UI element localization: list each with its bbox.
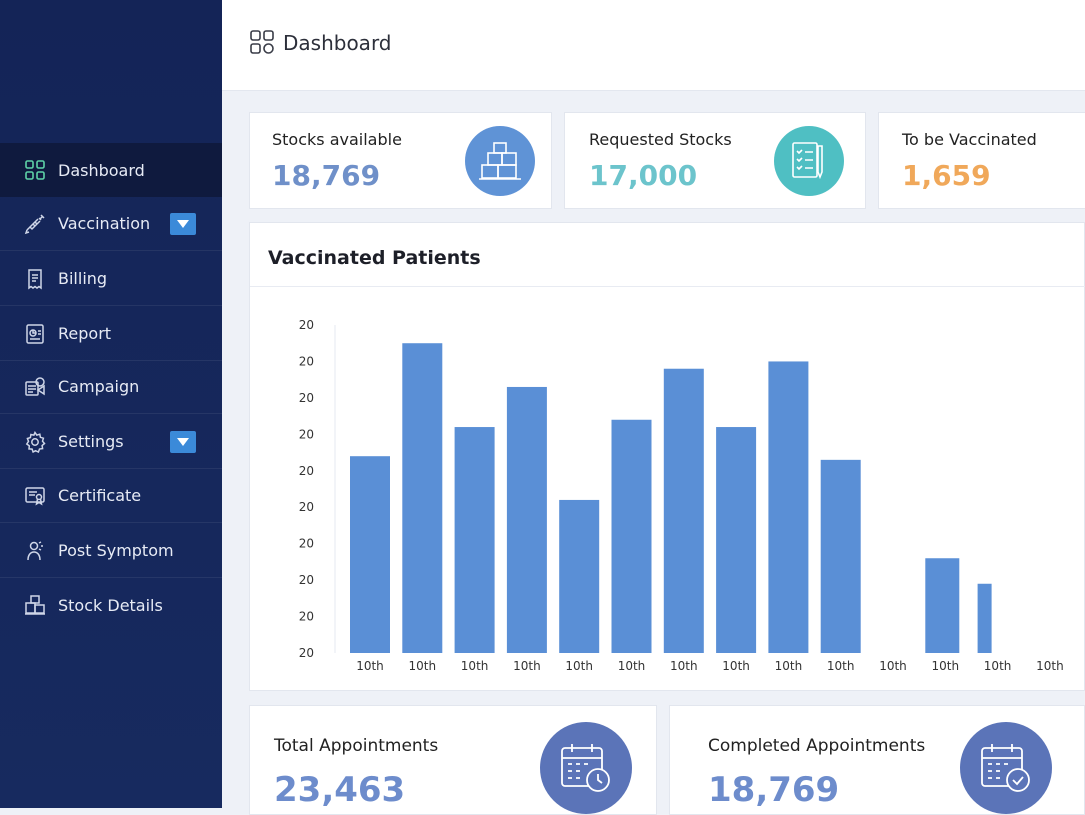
bar xyxy=(768,361,809,653)
bar xyxy=(820,459,861,653)
bar xyxy=(925,558,960,653)
sidebar-item-label: Certificate xyxy=(58,486,142,505)
y-tick-label: 20 xyxy=(299,391,314,405)
sidebar-item-billing[interactable]: Billing xyxy=(0,252,222,306)
x-tick-label: 10th xyxy=(513,659,541,673)
x-tick-label: 10th xyxy=(565,659,593,673)
bar xyxy=(559,499,600,653)
sidebar-item-label: Campaign xyxy=(58,377,140,396)
calendar-clock-icon xyxy=(540,722,632,814)
completed-appointments-card: Completed Appointments 18,769 xyxy=(669,705,1085,815)
report-icon xyxy=(24,323,46,345)
stat-label: To be Vaccinated xyxy=(902,130,1037,149)
x-tick-label: 10th xyxy=(409,659,437,673)
x-tick-label: 10th xyxy=(775,659,803,673)
stat-card-requested-stocks: Requested Stocks 17,000 xyxy=(564,112,866,209)
stat-label: Stocks available xyxy=(272,130,402,149)
stat-card-stocks-available: Stocks available 18,769 xyxy=(249,112,552,209)
sidebar-item-label: Settings xyxy=(58,432,124,451)
sidebar-item-certificate[interactable]: Certificate xyxy=(0,469,222,523)
x-tick-label: 10th xyxy=(879,659,907,673)
syringe-icon xyxy=(24,213,46,235)
bar xyxy=(402,343,443,653)
bar xyxy=(977,583,992,653)
sidebar-item-stock-details[interactable]: Stock Details xyxy=(0,578,222,632)
x-tick-label: 10th xyxy=(618,659,646,673)
y-tick-label: 20 xyxy=(299,354,314,368)
x-tick-label: 10th xyxy=(1036,659,1064,673)
bar xyxy=(454,427,495,653)
bar xyxy=(663,368,704,653)
x-tick-label: 10th xyxy=(461,659,489,673)
card-value: 18,769 xyxy=(708,770,840,810)
card-label: Completed Appointments xyxy=(708,736,926,756)
bar xyxy=(506,386,547,653)
grid-icon xyxy=(24,159,46,181)
boxes-icon xyxy=(465,126,535,196)
divider xyxy=(250,286,1085,287)
vaccinated-patients-chart: 20 20 20 20 20 20 20 20 20 20 10th 10th 10th 10th 10th… xyxy=(299,318,1064,673)
vaccinated-patients-card: Vaccinated Patients 20 20 20 20 20 20 20 20 20 20… xyxy=(249,222,1085,691)
boxes-icon xyxy=(24,594,46,616)
certificate-icon xyxy=(24,485,46,507)
bar xyxy=(716,427,757,653)
chevron-down-icon[interactable] xyxy=(170,430,196,453)
y-tick-label: 20 xyxy=(299,464,314,478)
sidebar-item-label: Post Symptom xyxy=(58,541,174,560)
campaign-icon xyxy=(24,376,46,398)
x-tick-label: 10th xyxy=(827,659,855,673)
y-tick-label: 20 xyxy=(299,318,314,332)
stat-card-to-be-vaccinated: To be Vaccinated 1,659 xyxy=(878,112,1085,209)
x-tick-label: 10th xyxy=(932,659,960,673)
sidebar-item-label: Billing xyxy=(58,269,108,288)
symptom-icon xyxy=(24,540,46,562)
grid-icon xyxy=(250,30,274,54)
chart-title: Vaccinated Patients xyxy=(268,247,481,269)
bar xyxy=(350,456,390,653)
x-tick-label: 10th xyxy=(670,659,698,673)
stat-value: 1,659 xyxy=(902,159,991,192)
x-tick-label: 10th xyxy=(356,659,384,673)
checklist-icon xyxy=(774,126,844,196)
total-appointments-card: Total Appointments 23,463 xyxy=(249,705,657,815)
sidebar-item-label: Vaccination xyxy=(58,214,151,233)
y-tick-label: 20 xyxy=(299,500,314,514)
y-tick-label: 20 xyxy=(299,610,314,624)
sidebar-item-settings[interactable]: Settings xyxy=(0,415,222,469)
sidebar-item-label: Stock Details xyxy=(58,595,163,615)
receipt-icon xyxy=(24,268,46,290)
gear-icon xyxy=(24,430,46,453)
sidebar-item-post-symptom[interactable]: Post Symptom xyxy=(0,524,222,578)
stat-value: 17,000 xyxy=(589,159,698,192)
stat-label: Requested Stocks xyxy=(589,130,732,149)
top-bar: Dashboard xyxy=(222,0,1085,91)
x-tick-label: 10th xyxy=(984,659,1012,673)
calendar-check-icon xyxy=(960,722,1052,814)
y-tick-label: 20 xyxy=(299,427,314,441)
sidebar: Dashboard Vaccination Billing Report Cam… xyxy=(0,0,222,808)
sidebar-item-campaign[interactable]: Campaign xyxy=(0,360,222,414)
chevron-down-icon[interactable] xyxy=(170,212,196,235)
y-tick-label: 20 xyxy=(299,537,314,551)
sidebar-item-vaccination[interactable]: Vaccination xyxy=(0,197,222,251)
sidebar-item-report[interactable]: Report xyxy=(0,307,222,361)
card-value: 23,463 xyxy=(274,770,406,810)
page-title: Dashboard xyxy=(283,31,392,55)
bar xyxy=(611,419,652,653)
x-tick-label: 10th xyxy=(722,659,750,673)
card-label: Total Appointments xyxy=(274,736,439,756)
sidebar-item-label: Report xyxy=(58,324,112,343)
sidebar-item-label: Dashboard xyxy=(58,160,145,180)
y-tick-label: 20 xyxy=(299,573,314,587)
y-tick-label: 20 xyxy=(299,646,314,660)
sidebar-item-dashboard[interactable]: Dashboard xyxy=(0,143,222,197)
stat-value: 18,769 xyxy=(272,159,381,192)
